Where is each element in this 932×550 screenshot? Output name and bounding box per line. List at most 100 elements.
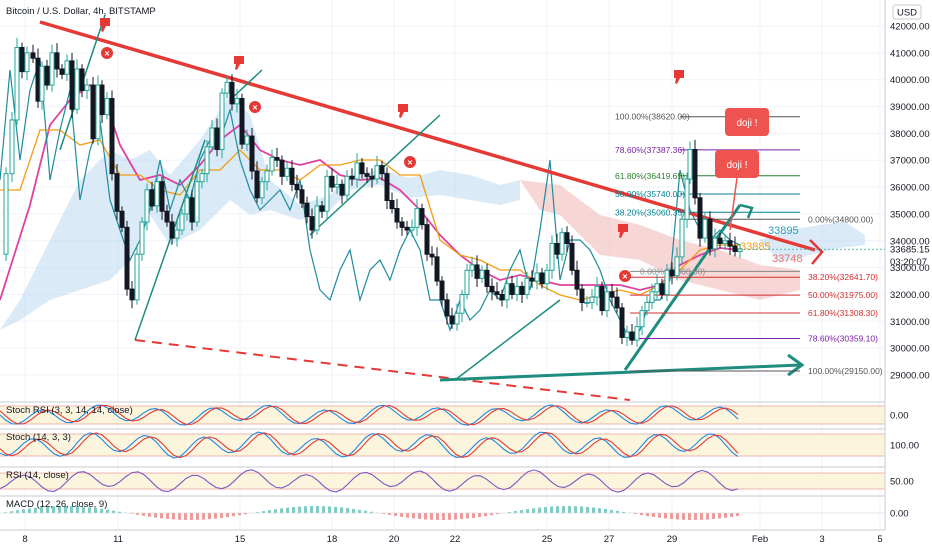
candle-body [219,92,225,150]
candle-body [539,272,545,285]
candle-body [409,226,415,231]
candle-body [184,197,190,215]
price-tick-label: 39000.00 [890,102,930,113]
candle-body [687,148,693,180]
candle-body [14,46,20,121]
fib-level-label: 38.20%(35060.35) [615,207,685,217]
fib-level-label: 50.00%(35740.00) [615,189,685,199]
candle-body [399,221,405,228]
time-tick-label: 18 [327,534,338,545]
candle-body [354,162,360,180]
candle-body [304,202,310,218]
indicator-value-stoch-rsi: 0.00 [890,411,909,422]
time-tick-label: 8 [22,534,27,545]
thumbs-down-icon [618,224,628,238]
candle-body [499,293,505,301]
indicator-panels: Stoch RSI (3, 3, 14, 14, close) 0.00 Stoch… [0,401,919,520]
current-price-label: 33685.15 [890,245,930,256]
doji-callout-1: doji ! [736,118,757,129]
candle-body [24,52,30,73]
time-axis[interactable]: 8 11 15 18 20 22 25 27 29 Feb 3 5 [0,529,885,545]
candle-body [727,240,733,247]
price-tick-label: 31000.00 [890,317,930,328]
candle-body [74,68,80,110]
price-axis[interactable]: USD 42000.00 41000.00 40000.00 39000.00 3800… [740,0,930,530]
candle-body [669,269,675,277]
price-tick-label: 32000.00 [890,290,930,301]
candle-body [139,221,145,255]
candle-body [707,218,713,250]
candle-body [419,208,425,226]
candle-body [95,84,101,140]
candle-body [692,148,698,199]
fib-level-label: 78.60%(37387.36) [615,145,685,155]
time-tick-label: 20 [389,534,400,545]
candle-body [494,291,500,295]
candle-body [109,97,115,175]
candle-body [339,183,345,196]
indicator-label-stoch-rsi: Stoch RSI (3, 3, 14, 14, close) [6,405,133,416]
time-tick-label: 25 [542,534,553,545]
candle-body [259,181,265,199]
candle-body [629,331,635,341]
candle-body [274,157,280,161]
candle-body [30,52,36,59]
candle-body [484,269,490,287]
candle-body [469,264,475,271]
svg-text:×: × [252,103,257,113]
thumbs-down-icon [234,56,244,70]
candle-body [149,189,155,207]
candle-body [414,208,420,228]
candle-body [79,68,85,91]
candle-body [159,181,165,212]
candle-body [424,224,430,255]
doji-callout-2: doji ! [726,160,747,171]
candle-body [114,173,120,212]
candle-body [234,97,240,105]
candle-body [199,173,205,183]
time-tick-label: 29 [667,534,678,545]
fib-level-label: 100.00%(29150.00) [808,366,883,376]
candle-body [269,157,275,172]
x-marker-icon [249,101,261,113]
candle-body [589,296,595,304]
time-tick-label: 5 [877,534,882,545]
candle-body [90,84,96,140]
candle-body [314,205,320,231]
candle-body [84,84,90,91]
candle-body [659,283,665,295]
candle-body [649,291,655,304]
price-tick-label: 29000.00 [890,371,930,382]
candle-body [619,307,625,338]
candle-body [644,302,650,312]
candle-body [549,242,555,271]
candle-body [654,283,660,293]
candle-body [604,291,610,312]
candle-body [544,269,550,285]
candle-body [35,57,41,102]
candle-body [679,218,685,258]
candle-body [609,291,615,298]
price-tick-label: 41000.00 [890,48,930,59]
candle-body [69,60,75,110]
candle-body [209,127,215,148]
candle-body [284,167,290,177]
price-tick-label: 42000.00 [890,22,930,33]
candle-body [54,52,60,70]
candle-body [334,183,340,188]
candle-body [349,175,355,180]
price-tick-label: 30000.00 [890,344,930,355]
candle-body [459,293,465,314]
price-tick-label: 34000.00 [890,236,930,247]
candle-body [214,127,220,150]
svg-text:×: × [622,272,627,282]
candle-body [244,135,250,145]
candle-body [394,208,400,223]
candle-body [19,46,25,73]
candle-body [489,285,495,293]
candle-body [702,218,708,239]
indicator-label-macd: MACD (12, 26, close, 9) [6,499,107,510]
candle-body [344,175,350,196]
candle-body [294,183,300,191]
